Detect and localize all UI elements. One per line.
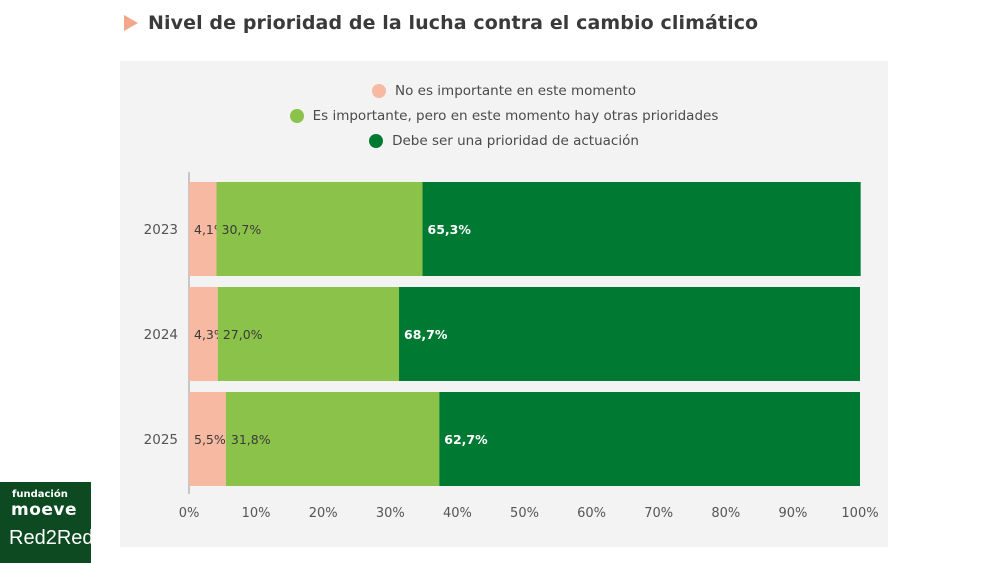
legend: No es importante en este momento Es impo…: [120, 78, 888, 153]
bar-segment-2024-s0: [189, 287, 218, 381]
legend-label: Debe ser una prioridad de actuación: [392, 132, 639, 149]
bar-segment-2023-s0: [189, 182, 217, 276]
chart-header: Nivel de prioridad de la lucha contra el…: [124, 12, 758, 34]
legend-label: No es importante en este momento: [395, 82, 636, 99]
x-tick-label: 40%: [443, 506, 472, 521]
legend-marker: [289, 108, 304, 123]
legend-marker: [372, 83, 387, 98]
data-label: 31,8%: [231, 432, 271, 447]
logo-fundacion-text: fundación: [12, 489, 68, 500]
x-tick-label: 80%: [711, 506, 740, 521]
legend-item-prioridad-actuacion[interactable]: Debe ser una prioridad de actuación: [120, 128, 888, 153]
x-tick-label: 100%: [841, 506, 878, 521]
bar-segment-2023-s1: [216, 182, 423, 276]
data-label: 30,7%: [222, 222, 262, 237]
x-tick-label: 0%: [179, 506, 200, 521]
title-arrow-icon: [124, 15, 138, 31]
data-label: 65,3%: [428, 222, 472, 237]
x-tick-label: 90%: [778, 506, 807, 521]
logo-red2red-text: Red2Red: [9, 527, 94, 549]
bar-segment-2024-s2: [399, 287, 860, 381]
bar-segment-2023-s2: [422, 182, 861, 276]
x-tick-label: 30%: [376, 506, 405, 521]
legend-label: Es importante, pero en este momento hay …: [312, 107, 719, 124]
legend-item-no-importante[interactable]: No es importante en este momento: [120, 78, 888, 103]
bar-segment-2025-s2: [439, 392, 860, 486]
bar-segment-2025-s0: [189, 392, 226, 486]
data-label: 68,7%: [404, 327, 448, 342]
data-label: 5,5%: [194, 432, 226, 447]
x-tick-label: 20%: [309, 506, 338, 521]
y-tick-label: 2024: [144, 327, 178, 343]
logo-moeve-text: moeve: [11, 500, 78, 520]
chart-title: Nivel de prioridad de la lucha contra el…: [148, 12, 759, 34]
x-tick-label: 60%: [577, 506, 606, 521]
x-tick-label: 10%: [242, 506, 271, 521]
x-tick-label: 50%: [510, 506, 539, 521]
bar-segment-2024-s1: [217, 287, 400, 381]
y-tick-label: 2023: [144, 222, 178, 238]
data-label: 27,0%: [223, 327, 263, 342]
y-tick-label: 2025: [144, 432, 178, 448]
legend-item-otras-prioridades[interactable]: Es importante, pero en este momento hay …: [120, 103, 888, 128]
x-tick-label: 70%: [644, 506, 673, 521]
legend-marker: [369, 133, 384, 148]
data-label: 62,7%: [444, 432, 488, 447]
bar-segment-2025-s1: [225, 392, 440, 486]
fundacion-moeve-red2red-logo: fundación moeve Red2Red: [0, 482, 94, 563]
